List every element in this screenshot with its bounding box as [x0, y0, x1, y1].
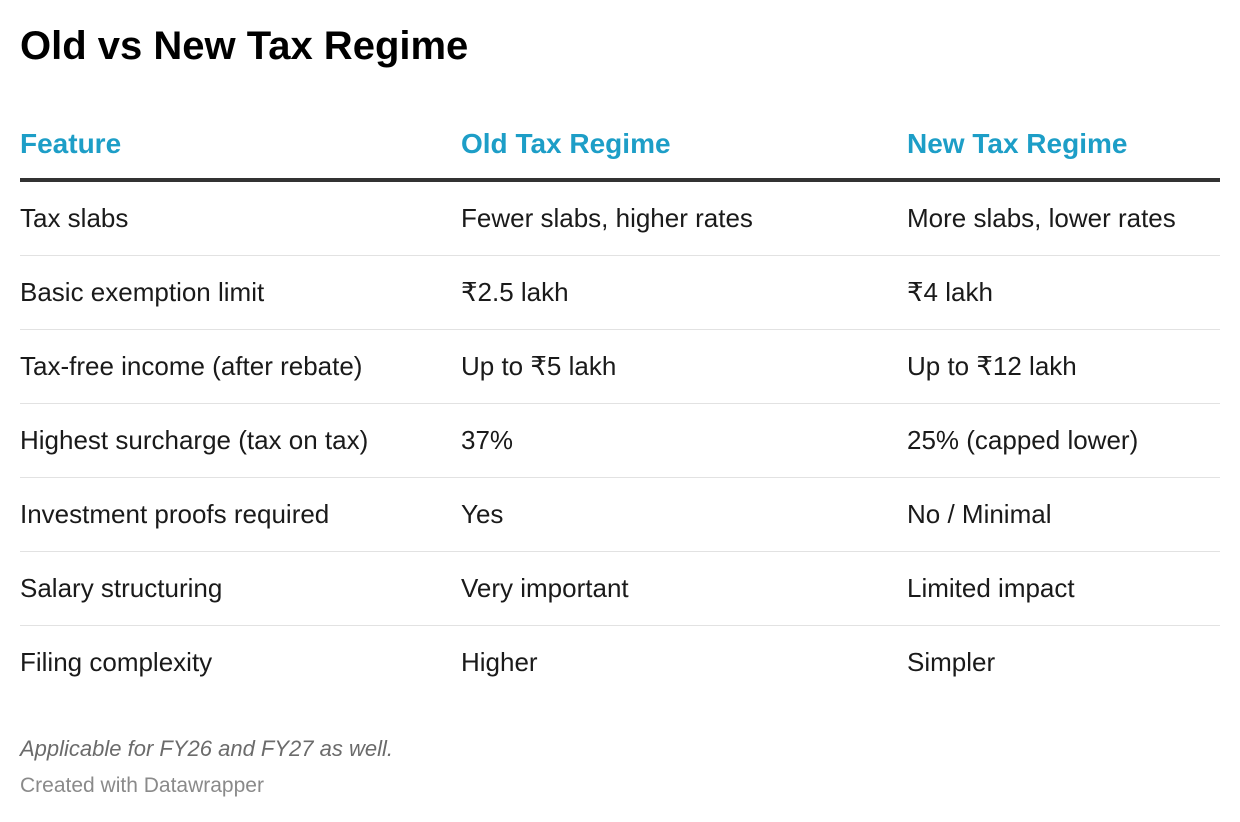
- new-regime-cell: More slabs, lower rates: [907, 180, 1220, 256]
- table-row: Tax slabs Fewer slabs, higher rates More…: [20, 180, 1220, 256]
- feature-cell: Highest surcharge (tax on tax): [20, 403, 461, 478]
- table-row: Tax-free income (after rebate) Up to ₹5 …: [20, 329, 1220, 404]
- feature-cell: Salary structuring: [20, 551, 461, 626]
- table-row: Highest surcharge (tax on tax) 37% 25% (…: [20, 403, 1220, 478]
- new-regime-cell: Simpler: [907, 647, 996, 677]
- new-regime-cell: 25% (capped lower): [907, 403, 1220, 478]
- feature-cell: Tax-free income (after rebate): [20, 329, 461, 404]
- new-regime-cell: No / Minimal: [907, 477, 1220, 552]
- comparison-table: Feature Old Tax Regime New Tax Regime Ta…: [20, 120, 1220, 699]
- table-body: Tax slabs Fewer slabs, higher rates More…: [20, 180, 1220, 699]
- old-regime-cell: 37%: [461, 403, 907, 478]
- table-row: Basic exemption limit ₹2.5 lakh ₹4 lakh: [20, 255, 1220, 330]
- column-header-feature: Feature: [20, 120, 461, 182]
- old-regime-cell: Higher: [461, 647, 538, 677]
- feature-cell: Investment proofs required: [20, 477, 461, 552]
- old-regime-cell: ₹2.5 lakh: [461, 255, 907, 330]
- new-regime-cell: Up to ₹12 lakh: [907, 329, 1220, 404]
- table-row: Salary structuring Very important Limite…: [20, 551, 1220, 626]
- old-regime-cell: Very important: [461, 551, 907, 626]
- old-regime-cell: Up to ₹5 lakh: [461, 329, 907, 404]
- old-regime-cell: Fewer slabs, higher rates: [461, 180, 907, 256]
- table-row: Investment proofs required Yes No / Mini…: [20, 477, 1220, 552]
- chart-title: Old vs New Tax Regime: [20, 24, 469, 68]
- feature-cell: Basic exemption limit: [20, 255, 461, 330]
- datawrapper-credit: Created with Datawrapper: [20, 774, 264, 797]
- new-regime-cell: Limited impact: [907, 551, 1220, 626]
- table-row: Filing complexity Higher Simpler: [20, 626, 1220, 700]
- feature-cell: Filing complexity: [20, 647, 213, 677]
- column-header-old-regime: Old Tax Regime: [461, 120, 907, 182]
- chart-note: Applicable for FY26 and FY27 as well.: [20, 736, 393, 761]
- new-regime-cell: ₹4 lakh: [907, 255, 1220, 330]
- feature-cell: Tax slabs: [20, 180, 461, 256]
- column-header-new-regime: New Tax Regime: [907, 120, 1220, 182]
- old-regime-cell: Yes: [461, 477, 907, 552]
- header-row: Feature Old Tax Regime New Tax Regime: [20, 120, 1220, 182]
- table-header: Feature Old Tax Regime New Tax Regime: [20, 120, 1220, 182]
